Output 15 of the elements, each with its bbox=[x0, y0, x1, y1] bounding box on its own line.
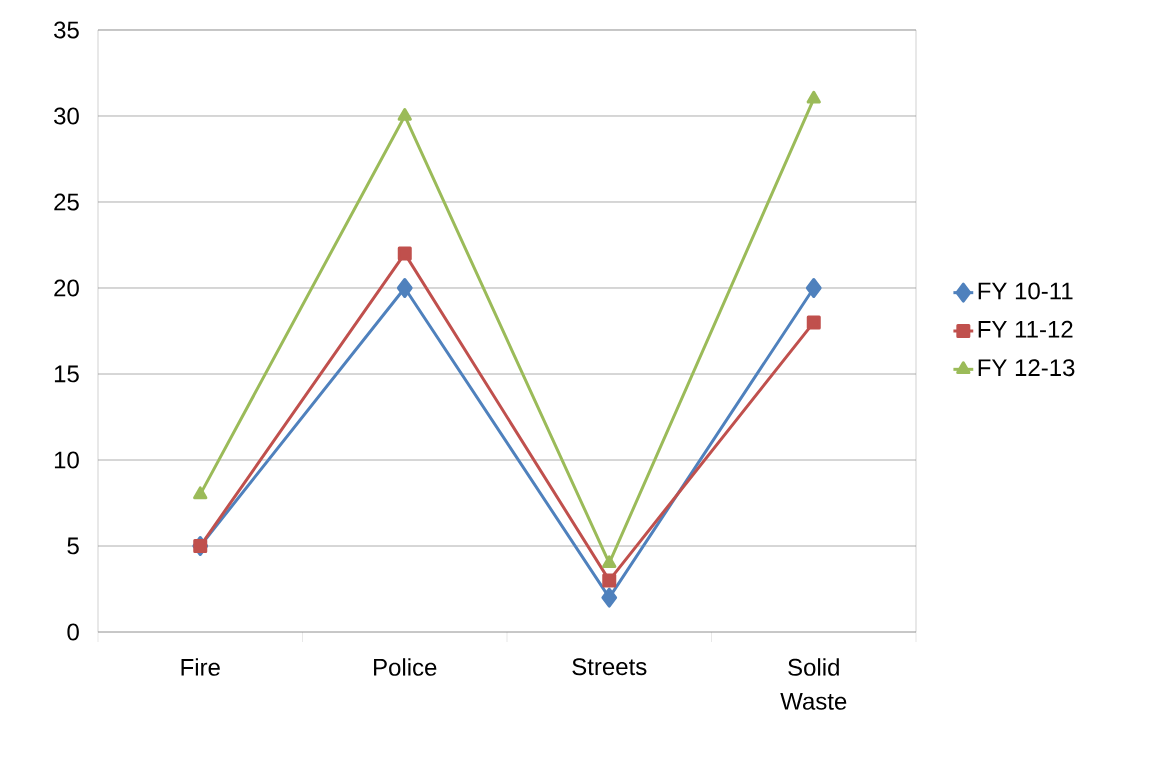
y-tick-label: 35 bbox=[54, 21, 79, 39]
x-tick-label: Fire bbox=[181, 658, 220, 676]
y-tick-label: 25 bbox=[54, 193, 79, 211]
x-tick-label: Solid Waste bbox=[780, 658, 847, 710]
y-tick-label: 5 bbox=[67, 537, 79, 555]
legend-label: FY 12-13 bbox=[978, 359, 1075, 377]
x-tick-label: Police bbox=[374, 658, 437, 676]
y-tick-label: 0 bbox=[67, 623, 79, 641]
y-tick-label: 20 bbox=[54, 279, 79, 297]
y-tick-label: 10 bbox=[54, 451, 79, 469]
x-tick-label: Streets bbox=[572, 658, 647, 676]
y-tick-label: 30 bbox=[54, 107, 79, 125]
legend-label: FY 11-12 bbox=[978, 320, 1073, 338]
y-tick-label: 15 bbox=[54, 365, 79, 383]
legend-label: FY 10-11 bbox=[978, 282, 1073, 300]
